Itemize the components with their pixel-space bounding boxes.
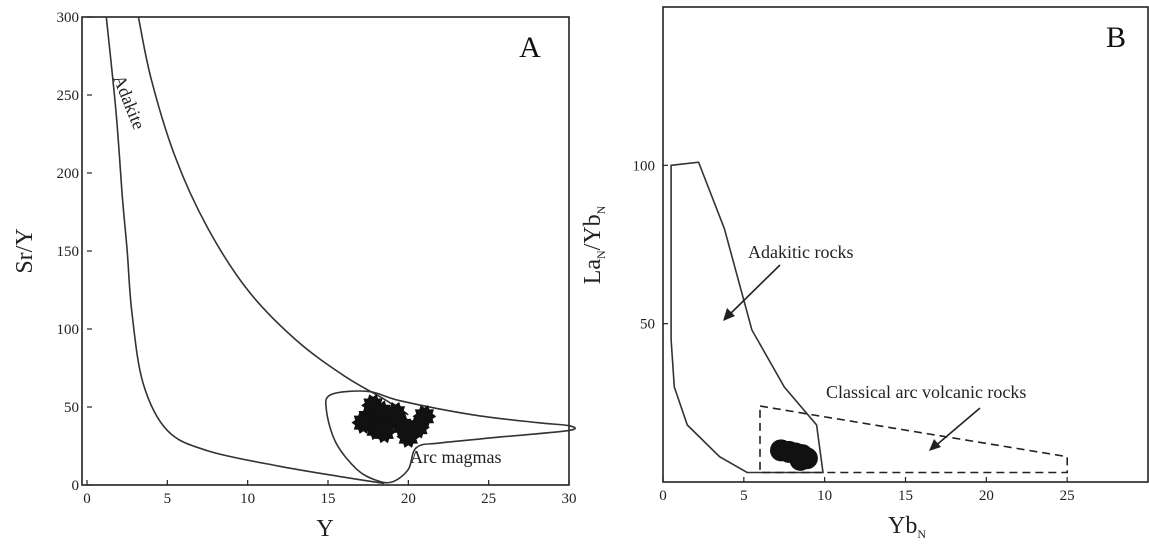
y-title-la: La <box>580 259 606 285</box>
y-title-sub1: N <box>594 250 608 259</box>
panel-b-x-ticks: 0 5 10 15 20 25 <box>659 477 1075 504</box>
y-title-yb: /Yb <box>580 214 606 250</box>
panel-a-x-ticks: 0 5 10 15 20 25 30 <box>83 480 577 507</box>
sample-point <box>795 447 818 470</box>
adakite-field-upper-boundary <box>137 16 409 416</box>
x-tick-label: 0 <box>659 488 667 504</box>
arc-magmas-label: Arc magmas <box>410 447 501 467</box>
panel-b-letter: B <box>1106 21 1126 54</box>
panel-a-frame <box>81 16 570 486</box>
adakitic-rocks-arrow <box>726 264 781 318</box>
sample-point <box>412 405 437 428</box>
y-tick-label: 100 <box>633 158 656 174</box>
panel-a-x-axis-title: Y <box>316 516 333 542</box>
sample-point <box>351 411 376 434</box>
x-tick-label: 20 <box>401 491 416 507</box>
panel-b-chart: 50 100 0 5 10 15 20 25 B Adakitic rocks Classi… <box>580 6 1149 541</box>
y-tick-label: 50 <box>64 400 79 416</box>
y-tick-label: 100 <box>57 322 80 338</box>
panel-b-sample-points <box>770 439 818 471</box>
x-tick-label: 20 <box>979 488 994 504</box>
y-tick-label: 250 <box>57 88 80 104</box>
x-title-sub: N <box>917 527 926 541</box>
panel-b-y-ticks: 50 100 <box>633 158 668 333</box>
panel-b-x-axis-title: YbN <box>888 513 926 541</box>
adakitic-rocks-field-boundary <box>670 161 824 474</box>
panel-b-y-axis-title: LaN/YbN <box>580 205 608 284</box>
x-tick-label: 25 <box>481 491 496 507</box>
classical-arc-arrowhead <box>929 439 941 451</box>
x-tick-label: 15 <box>898 488 913 504</box>
panel-b-frame <box>662 6 1149 483</box>
classical-arc-label: Classical arc volcanic rocks <box>826 382 1026 402</box>
x-tick-label: 10 <box>240 491 255 507</box>
y-tick-label: 300 <box>57 10 80 26</box>
x-title-yb: Yb <box>888 513 917 539</box>
x-tick-label: 30 <box>562 491 577 507</box>
y-tick-label: 150 <box>57 244 80 260</box>
panel-a-sample-points <box>351 394 437 448</box>
sample-point <box>372 420 397 444</box>
y-tick-label: 50 <box>640 317 655 333</box>
y-tick-label: 200 <box>57 166 80 182</box>
panel-a-letter: A <box>519 31 541 64</box>
arc-magmas-field-boundary <box>324 390 576 484</box>
x-tick-label: 5 <box>740 488 748 504</box>
panel-a-y-axis-title: Sr/Y <box>12 228 38 273</box>
x-tick-label: 0 <box>83 491 91 507</box>
adakite-field-lower-boundary <box>105 16 385 485</box>
classical-arc-arrow <box>932 407 981 449</box>
x-tick-label: 5 <box>164 491 172 507</box>
panel-a-y-ticks: 0 50 100 150 200 250 300 <box>57 10 92 494</box>
y-title-sub2: N <box>594 205 608 214</box>
adakitic-rocks-label: Adakitic rocks <box>748 242 853 262</box>
x-tick-label: 15 <box>321 491 336 507</box>
x-tick-label: 10 <box>817 488 832 504</box>
adakitic-rocks-arrowhead <box>723 308 735 321</box>
x-tick-label: 25 <box>1060 488 1075 504</box>
classical-arc-field-boundary <box>759 405 1068 474</box>
y-tick-label: 0 <box>72 478 80 494</box>
